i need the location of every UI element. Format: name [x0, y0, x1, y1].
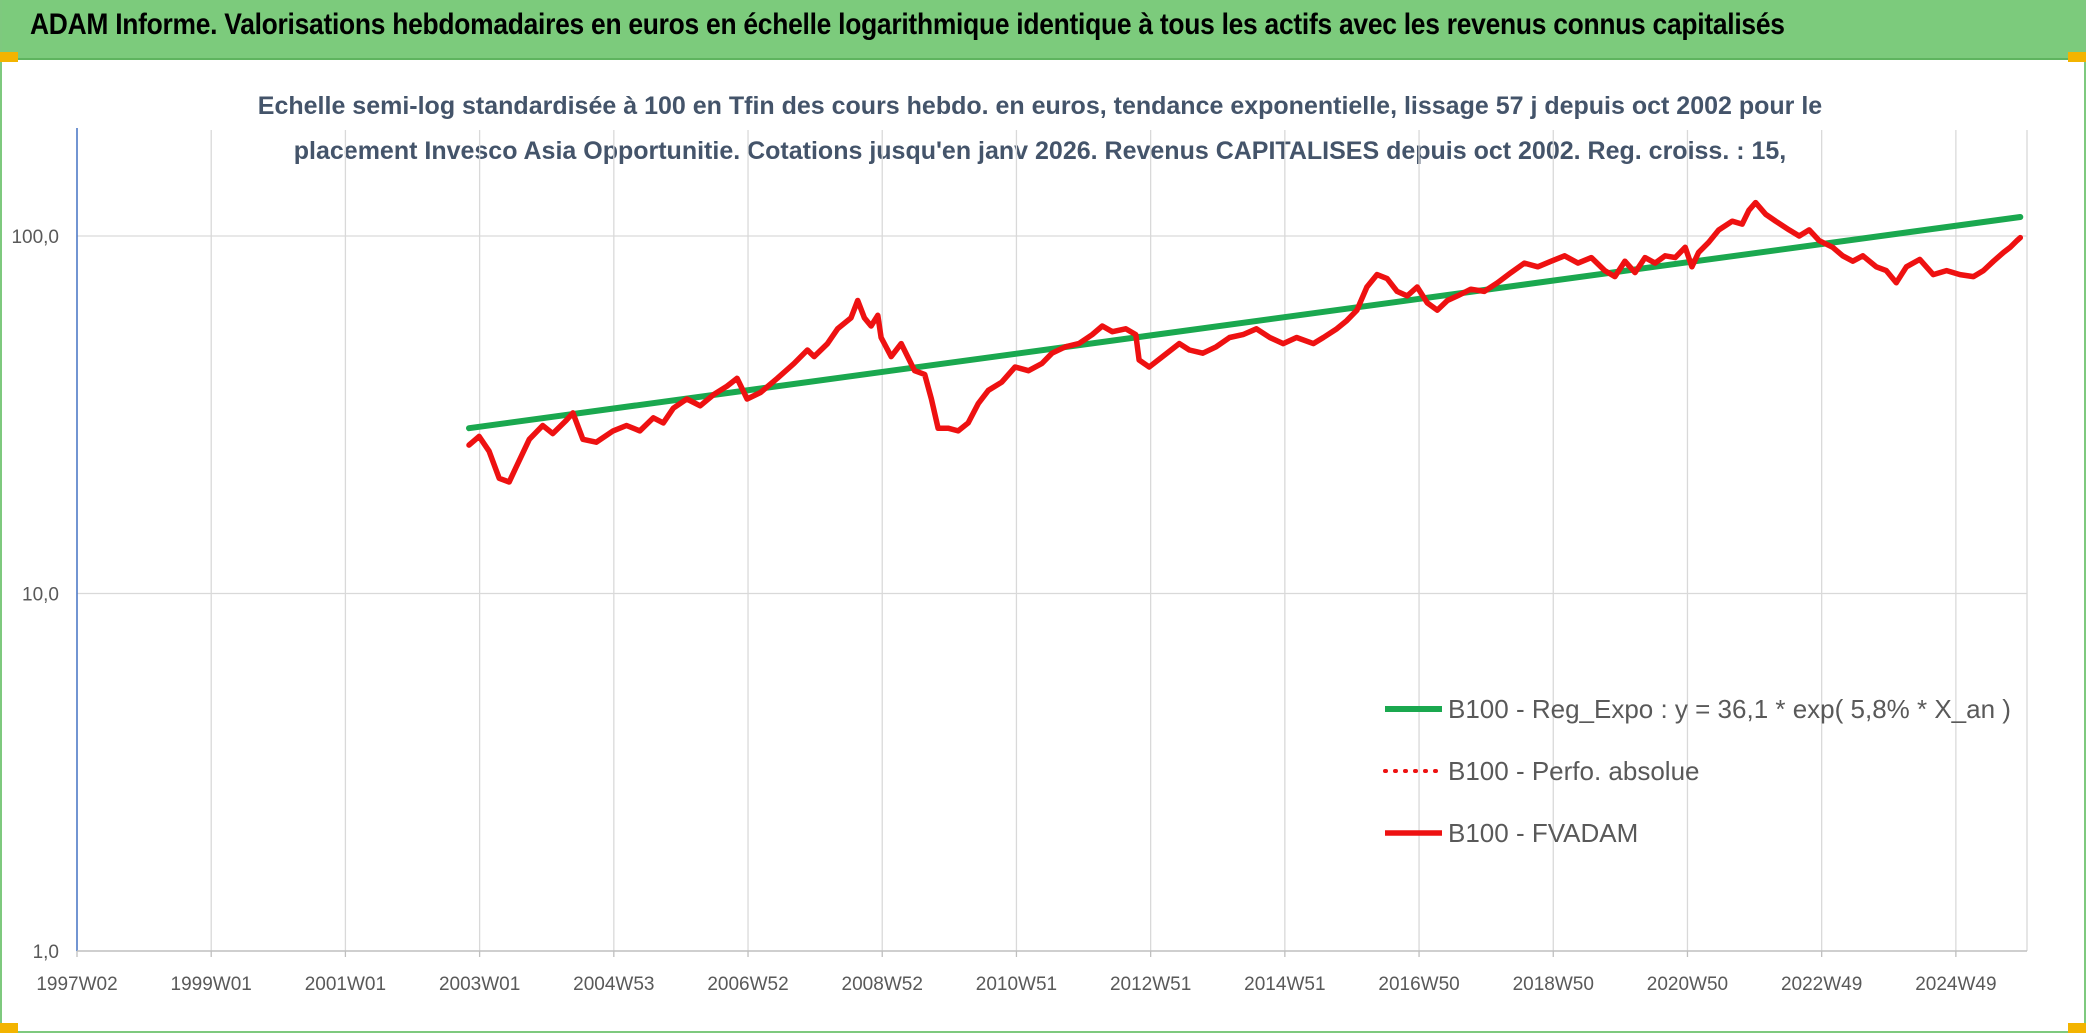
x-tick-label: 2010W51 — [976, 974, 1057, 995]
y-tick-label: 100,0 — [11, 227, 59, 248]
corner-marker-bottom-right — [2068, 1023, 2086, 1033]
x-tick-label: 2001W01 — [305, 974, 386, 995]
x-tick-label: 2003W01 — [439, 974, 520, 995]
x-tick-label: 2008W52 — [842, 974, 923, 995]
x-tick-label: 2006W52 — [707, 974, 788, 995]
grid-lines — [77, 130, 2028, 951]
y-tick-label: 10,0 — [22, 585, 59, 606]
chart-subtitle-line1: Echelle semi-log standardisée à 100 en T… — [258, 92, 1823, 120]
axes: 1,0 10,0 100,0 1997W02 1999W01 2001W01 2003W01… — [11, 128, 2027, 995]
x-tick-label: 2014W51 — [1244, 974, 1325, 995]
x-tick-label: 1997W02 — [36, 974, 117, 995]
x-tick-label: 2018W50 — [1513, 974, 1594, 995]
series-trend-line — [466, 214, 2024, 432]
legend-perfo-label: B100 - Perfo. absolue — [1448, 756, 1700, 786]
chart-subtitle-line2: placement Invesco Asia Opportunitie. Cot… — [294, 137, 1786, 165]
title-banner: ADAM Informe. Valorisations hebdomadaire… — [0, 0, 2086, 60]
x-tick-label: 2016W50 — [1378, 974, 1459, 995]
x-tick-label: 2024W49 — [1915, 974, 1996, 995]
x-tick-label: 1999W01 — [171, 974, 252, 995]
banner-title: ADAM Informe. Valorisations hebdomadaire… — [30, 8, 1785, 41]
legend: B100 - Reg_Expo : y = 36,1 * exp( 5,8% *… — [1383, 694, 2011, 848]
series-lines — [466, 199, 2024, 485]
corner-marker-bottom-left — [0, 1023, 18, 1033]
legend-trend-label: B100 - Reg_Expo : y = 36,1 * exp( 5,8% *… — [1448, 694, 2011, 724]
y-tick-label: 1,0 — [33, 942, 59, 963]
x-tick-label: 2004W53 — [573, 974, 654, 995]
corner-marker-top-right — [2068, 52, 2086, 62]
x-tick-label: 2012W51 — [1110, 974, 1191, 995]
legend-fvadam-label: B100 - FVADAM — [1448, 818, 1638, 848]
x-tick-label: 2020W50 — [1647, 974, 1728, 995]
x-tick-label: 2022W49 — [1781, 974, 1862, 995]
series-fvadam-line — [466, 199, 2024, 485]
corner-marker-top-left — [0, 52, 18, 62]
